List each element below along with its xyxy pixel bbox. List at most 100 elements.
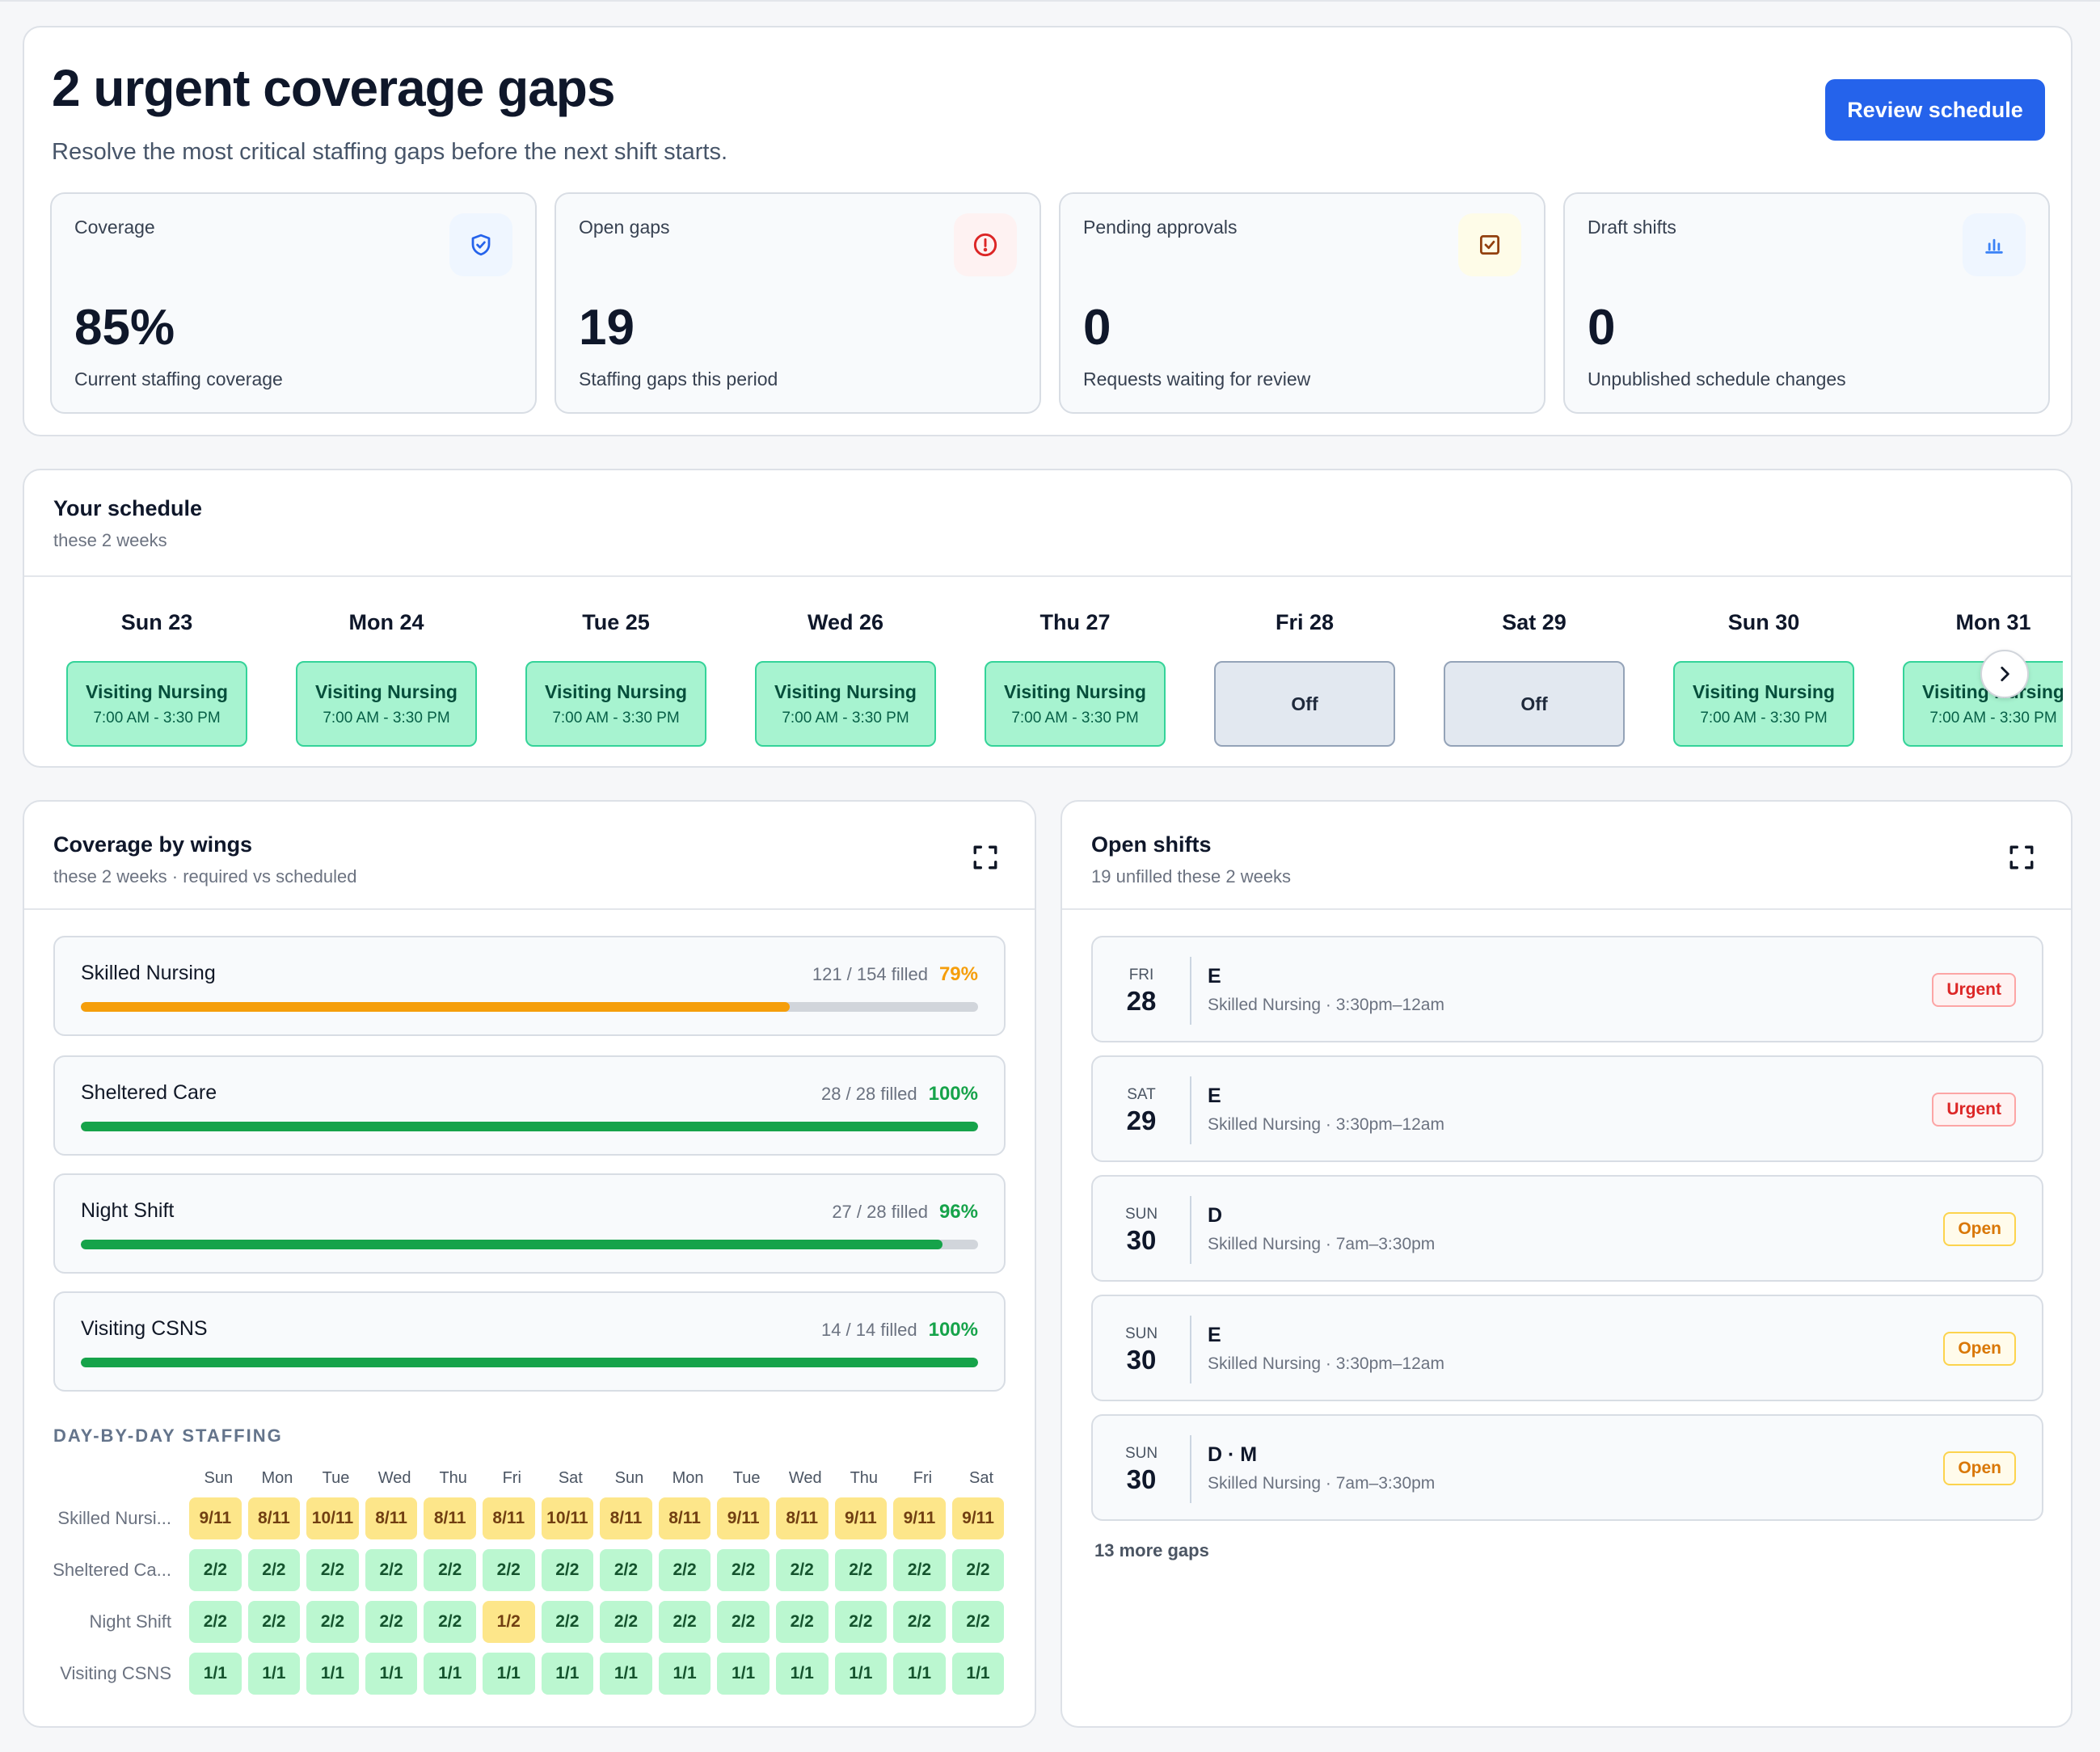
stat-description: Current staffing coverage [74,369,283,390]
staffing-cell[interactable]: 2/2 [600,1601,652,1643]
staffing-cell[interactable]: 2/2 [306,1601,359,1643]
staffing-cell[interactable]: 2/2 [541,1601,594,1643]
shift-detail: Skilled Nursing · 7am–3:30pm [1208,1235,1436,1253]
shift-name: Off [1520,693,1548,714]
wing-row[interactable]: Night Shift 27 / 28 filled 96% [53,1173,1006,1274]
section-title: Coverage by wings [53,832,253,857]
shift-block[interactable]: Visiting Nursing 7:00 AM - 3:30 PM [755,661,936,747]
staffing-cell[interactable]: 1/1 [424,1653,476,1695]
staffing-cell[interactable]: 1/1 [717,1653,770,1695]
shift-time: 7:00 AM - 3:30 PM [552,709,680,726]
progress-bar [81,1240,978,1249]
staffing-cell[interactable]: 2/2 [247,1601,301,1643]
staffing-cell[interactable]: 2/2 [424,1601,476,1643]
shift-block[interactable]: Visiting Nursing 7:00 AM - 3:30 PM [66,661,247,747]
staffing-cell[interactable]: 2/2 [365,1601,418,1643]
wing-row[interactable]: Visiting CSNS 14 / 14 filled 100% [53,1291,1006,1392]
staffing-cell[interactable]: 2/2 [834,1549,888,1591]
shift-block[interactable]: Visiting Nursing 7:00 AM - 3:30 PM [985,661,1166,747]
shift-detail: Skilled Nursing · 7am–3:30pm [1208,1474,1436,1493]
staffing-cell[interactable]: 8/11 [424,1497,476,1539]
day-off-block[interactable]: Off [1214,661,1395,747]
alert-circle-icon [954,213,1017,276]
staffing-cell[interactable]: 2/2 [951,1549,1005,1591]
staffing-cell[interactable]: 10/11 [306,1497,359,1539]
staffing-cell[interactable]: 1/1 [834,1653,888,1695]
staffing-cell[interactable]: 9/11 [951,1497,1005,1539]
staffing-cell[interactable]: 2/2 [482,1549,535,1591]
staffing-cell[interactable]: 2/2 [951,1601,1005,1643]
staffing-cell[interactable]: 2/2 [658,1549,711,1591]
expand-open-shifts-button[interactable] [2008,844,2035,871]
divider [24,908,1035,910]
day-header: Wed [377,1469,411,1487]
staffing-cell[interactable]: 8/11 [600,1497,652,1539]
staffing-cell[interactable]: 8/11 [775,1497,829,1539]
staffing-cell[interactable]: 2/2 [189,1549,242,1591]
shift-block[interactable]: Visiting Nursing 7:00 AM - 3:30 PM [296,661,477,747]
staffing-cell[interactable]: 2/2 [247,1549,301,1591]
staffing-cell[interactable]: 9/11 [834,1497,888,1539]
day-by-day-header: Sun Mon Tue Wed Thu Fri Sat Sun Mon Tue Wed Thu Fri S… [189,1469,1010,1488]
staffing-cell[interactable]: 2/2 [893,1601,946,1643]
staffing-cell[interactable]: 9/11 [893,1497,946,1539]
staffing-cell[interactable]: 2/2 [775,1601,829,1643]
wing-row[interactable]: Sheltered Care 28 / 28 filled 100% [53,1055,1006,1156]
expand-wings-button[interactable] [972,844,999,871]
shift-block[interactable]: Visiting Nursing 7:00 AM - 3:30 PM [1673,661,1854,747]
staffing-cell[interactable]: 1/1 [365,1653,418,1695]
staffing-cell[interactable]: 8/11 [365,1497,418,1539]
staffing-cell[interactable]: 2/2 [775,1549,829,1591]
open-shift-item[interactable]: FRI 28 E Skilled Nursing · 3:30pm–12am Urgen… [1091,936,2043,1042]
day-off-block[interactable]: Off [1444,661,1625,747]
staffing-cell[interactable]: 1/1 [189,1653,242,1695]
open-shift-item[interactable]: SUN 30 D · M Skilled Nursing · 7am–3:30pm Op… [1091,1414,2043,1521]
staffing-cell[interactable]: 2/2 [541,1549,594,1591]
shift-date: 30 [1126,1345,1157,1375]
wing-row[interactable]: Skilled Nursing 121 / 154 filled 79% [53,936,1006,1036]
next-week-button[interactable] [1980,650,2029,698]
day-label: Mon 31 [1955,610,2031,634]
staffing-cell[interactable]: 1/1 [247,1653,301,1695]
day-header: Mon [261,1469,293,1487]
staffing-cell[interactable]: 1/1 [600,1653,652,1695]
staffing-cell[interactable]: 8/11 [247,1497,301,1539]
staffing-cell[interactable]: 2/2 [600,1549,652,1591]
shift-day-of-week: SAT [1127,1086,1156,1103]
staffing-cell[interactable]: 1/1 [482,1653,535,1695]
open-shift-item[interactable]: SAT 29 E Skilled Nursing · 3:30pm–12am Urgen… [1091,1055,2043,1162]
staffing-cell[interactable]: 9/11 [717,1497,770,1539]
staffing-cell[interactable]: 2/2 [365,1549,418,1591]
stat-description: Requests waiting for review [1083,369,1311,390]
staffing-cell[interactable]: 1/1 [306,1653,359,1695]
staffing-cell[interactable]: 2/2 [717,1549,770,1591]
staffing-cell[interactable]: 1/2 [482,1601,535,1643]
staffing-cells: 9/11 8/11 10/11 8/11 8/11 8/11 10/11 8/11 8/11 9/… [189,1497,1005,1539]
staffing-cell[interactable]: 2/2 [717,1601,770,1643]
staffing-cell[interactable]: 2/2 [893,1549,946,1591]
review-schedule-button[interactable]: Review schedule [1825,79,2045,141]
staffing-cell[interactable]: 9/11 [189,1497,242,1539]
shift-day-of-week: FRI [1128,967,1154,983]
staffing-cell[interactable]: 1/1 [658,1653,711,1695]
staffing-cell[interactable]: 8/11 [482,1497,535,1539]
open-shift-item[interactable]: SUN 30 E Skilled Nursing · 3:30pm–12am Open [1091,1295,2043,1401]
shift-block[interactable]: Visiting Nursing 7:00 AM - 3:30 PM [525,661,706,747]
staffing-cell[interactable]: 1/1 [893,1653,946,1695]
staffing-cell[interactable]: 2/2 [189,1601,242,1643]
wing-filled-count: 121 / 154 filled [812,964,928,984]
staffing-cell[interactable]: 2/2 [658,1601,711,1643]
staffing-cell[interactable]: 2/2 [834,1601,888,1643]
more-gaps-link[interactable]: 13 more gaps [1094,1540,1209,1560]
wing-stats: 27 / 28 filled 96% [832,1201,978,1223]
staffing-cell[interactable]: 1/1 [951,1653,1005,1695]
staffing-cell[interactable]: 2/2 [306,1549,359,1591]
staffing-cell[interactable]: 8/11 [658,1497,711,1539]
staffing-cell[interactable]: 1/1 [541,1653,594,1695]
staffing-cell[interactable]: 10/11 [541,1497,594,1539]
open-shift-item[interactable]: SUN 30 D Skilled Nursing · 7am–3:30pm Open [1091,1175,2043,1282]
day-label: Sun 30 [1727,610,1800,634]
section-title: Open shifts [1091,832,1212,857]
staffing-cell[interactable]: 2/2 [424,1549,476,1591]
staffing-cell[interactable]: 1/1 [775,1653,829,1695]
